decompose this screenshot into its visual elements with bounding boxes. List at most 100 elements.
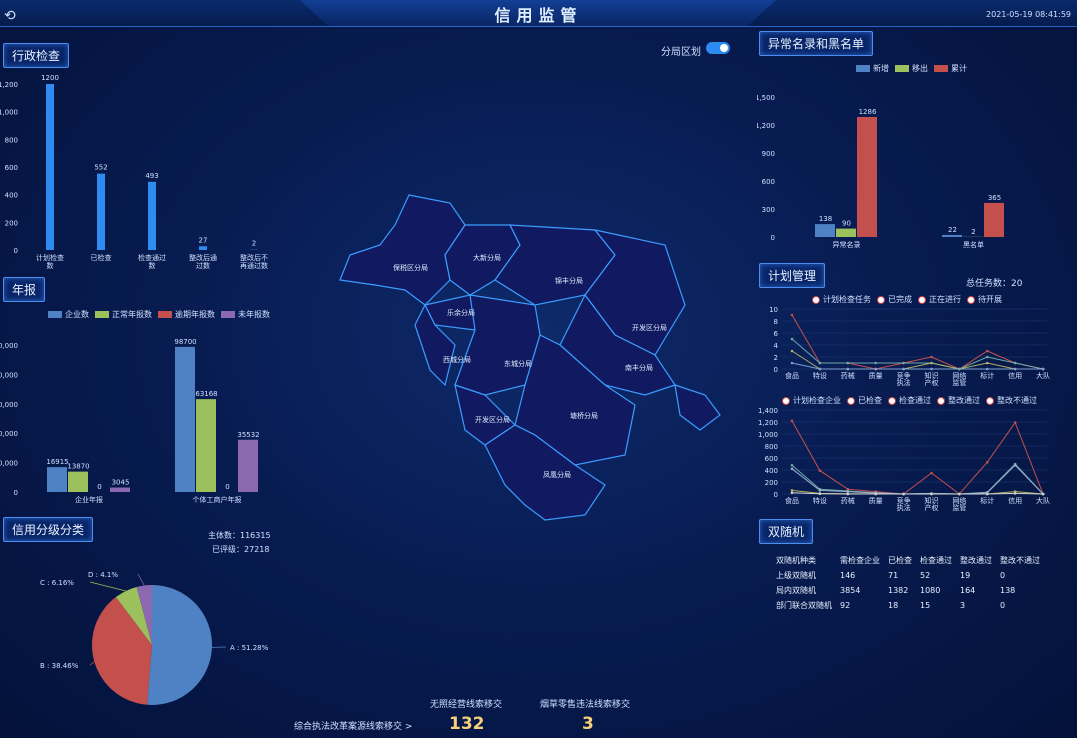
x-category-label: 特设 <box>813 496 827 505</box>
legend-item[interactable]: 移出 <box>895 63 928 74</box>
line-point <box>874 492 877 496</box>
admin-category-label: 计划检查 <box>36 253 64 262</box>
legend-item[interactable]: 已完成 <box>877 294 912 305</box>
table-row[interactable]: 局内双随机 3854 1382 1080 164 138 <box>772 583 1044 598</box>
table-cell: 0 <box>1000 571 1006 580</box>
line-series <box>791 362 1044 370</box>
legend-item[interactable]: 累计 <box>934 63 967 74</box>
legend-item[interactable]: 正在进行 <box>918 294 961 305</box>
x-category-label: 产权 <box>924 503 938 512</box>
legend-item[interactable]: 待开展 <box>967 294 1002 305</box>
table-row[interactable]: 部门联合双随机 92 18 15 3 0 <box>772 598 1044 613</box>
legend-label: 整改不通过 <box>997 396 1037 405</box>
map-region-xicheng[interactable] <box>414 303 456 387</box>
table-header-row: 双随机种类 需检查企业 已检查 检查通过 整改通过 整改不通过 <box>772 553 1044 568</box>
legend-swatch <box>782 396 790 405</box>
table-header: 检查通过 <box>920 556 952 565</box>
legend-item[interactable]: 整改不通过 <box>986 395 1037 406</box>
y-tick-label: 400 <box>5 192 18 200</box>
line-point <box>958 492 961 496</box>
bar-累计 <box>984 202 1004 237</box>
annual-report-title: 年报 <box>3 277 46 302</box>
line-point <box>930 367 933 371</box>
y-tick-label: 1,500 <box>757 94 775 102</box>
legend-item[interactable]: 逾期年报数 <box>158 309 215 320</box>
item1-label: 无照经营线索移交 <box>430 700 503 710</box>
pie-slice <box>91 597 152 705</box>
line-point <box>902 367 905 371</box>
x-category-label: 监管 <box>952 503 966 512</box>
table-cell: 52 <box>920 571 931 580</box>
pie-label: A : 51.28% <box>230 644 269 652</box>
line-point <box>790 337 794 341</box>
credit-pie-chart: A : 51.28% B : 38.46% C : 6.16% D : 4.1% <box>40 571 269 705</box>
legend-swatch <box>937 396 945 405</box>
legend-swatch <box>48 311 62 318</box>
line-point <box>790 349 794 353</box>
x-category-label: 执法 <box>897 378 911 387</box>
line-point <box>985 361 989 365</box>
legend-swatch <box>934 65 948 72</box>
annual-report-chart: 0 20,000 40,000 60,000 80,000 100,000 16915138… <box>0 338 260 504</box>
district-toggle[interactable] <box>706 42 730 54</box>
y-tick-label: 1,200 <box>758 419 778 427</box>
table-row[interactable]: 上级双随机 146 71 52 19 0 <box>772 568 1044 583</box>
legend-swatch <box>877 295 885 304</box>
legend-item[interactable]: 未年报数 <box>221 309 270 320</box>
back-arrow-icon[interactable]: ⟲ <box>4 8 16 24</box>
map-region-fenghuang[interactable] <box>484 424 606 521</box>
legend-item[interactable]: 计划检查任务 <box>812 294 871 305</box>
legend-item[interactable]: 正常年报数 <box>95 309 152 320</box>
bar-移出 <box>836 228 856 237</box>
y-tick-label: 300 <box>762 206 775 214</box>
y-tick-label: 80,000 <box>0 371 18 379</box>
table-cell: 部门联合双随机 <box>776 601 832 610</box>
legend-item[interactable]: 计划检查企业 <box>782 395 841 406</box>
line-point <box>790 491 794 495</box>
bar-新增 <box>942 234 962 237</box>
legend-item[interactable]: 整改通过 <box>937 395 980 406</box>
line-point <box>790 313 794 317</box>
y-tick-label: 600 <box>5 164 18 172</box>
y-tick-label: 600 <box>765 455 778 463</box>
map-region-baoshui[interactable] <box>339 194 466 306</box>
table-cell: 15 <box>920 601 931 610</box>
bar-value: 365 <box>988 194 1001 202</box>
y-tick-label: 400 <box>765 467 778 475</box>
legend-item[interactable]: 企业数 <box>48 309 89 320</box>
legend-label: 正常年报数 <box>112 310 152 319</box>
table-header: 整改不通过 <box>1000 556 1040 565</box>
line-series <box>791 463 1044 495</box>
legend-item[interactable]: 已检查 <box>847 395 882 406</box>
x-category-label: 大队 <box>1036 496 1050 505</box>
y-tick-label: 8 <box>774 318 778 326</box>
legend-swatch <box>918 295 926 304</box>
line-point <box>846 492 850 496</box>
bar-正常年报数 <box>196 399 216 492</box>
legend-swatch <box>95 311 109 318</box>
map-region-east[interactable] <box>674 384 721 431</box>
toggle-knob <box>720 44 728 52</box>
map-region-dongcheng[interactable] <box>454 294 541 396</box>
legend-label: 计划检查企业 <box>793 396 841 405</box>
line-point <box>1013 463 1017 467</box>
line-point <box>818 492 822 495</box>
legend-label: 企业数 <box>65 310 89 319</box>
y-tick-label: 4 <box>774 342 779 350</box>
line-point <box>874 367 877 371</box>
case-transfer-link[interactable]: 综合执法改革案源线索移交 > <box>294 719 412 732</box>
bar-新增 <box>815 224 835 237</box>
legend-label: 正在进行 <box>929 295 961 304</box>
legend-item[interactable]: 检查通过 <box>888 395 931 406</box>
admin-category-label: 过数 <box>196 261 210 270</box>
legend-swatch <box>847 396 855 405</box>
line-point <box>874 361 877 365</box>
line-point <box>846 367 850 371</box>
legend-item[interactable]: 新增 <box>856 63 889 74</box>
table-cell: 92 <box>840 601 851 610</box>
table-cell: 146 <box>840 571 856 580</box>
case-transfer-label: 综合执法改革案源线索移交 <box>294 722 403 732</box>
map-region-tangqiao[interactable] <box>514 334 636 466</box>
x-category-label: 质量 <box>869 371 883 380</box>
table-header: 整改通过 <box>960 556 992 565</box>
